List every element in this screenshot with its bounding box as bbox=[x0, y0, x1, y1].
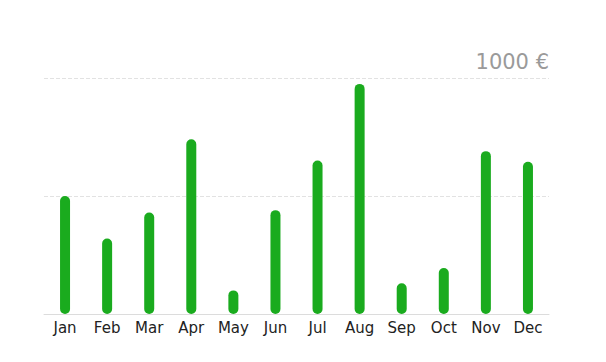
svg-text:Feb: Feb bbox=[94, 319, 121, 337]
svg-text:Dec: Dec bbox=[513, 319, 542, 337]
svg-text:May: May bbox=[218, 319, 249, 337]
svg-text:Mar: Mar bbox=[135, 319, 164, 337]
svg-text:Nov: Nov bbox=[471, 319, 500, 337]
svg-text:Aug: Aug bbox=[345, 319, 374, 337]
svg-text:Oct: Oct bbox=[431, 319, 457, 337]
svg-text:Sep: Sep bbox=[388, 319, 416, 337]
svg-text:1000 €: 1000 € bbox=[476, 50, 549, 74]
svg-text:Jul: Jul bbox=[307, 319, 326, 337]
svg-text:Jun: Jun bbox=[263, 319, 287, 337]
svg-text:Jan: Jan bbox=[52, 319, 76, 337]
svg-text:Apr: Apr bbox=[178, 319, 205, 337]
